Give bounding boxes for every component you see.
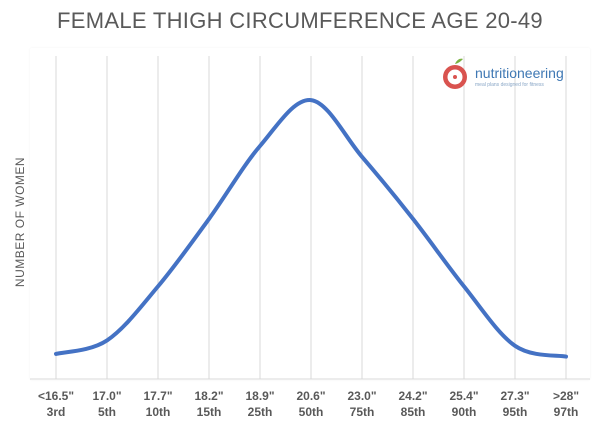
tick-percentile: 85th [400,405,426,419]
tick-percentile: 10th [145,405,171,419]
x-tick-label: 27.3" 95th [490,388,540,420]
apple-logo-icon [443,58,467,89]
tick-measurement: 23.0" [347,389,377,403]
x-tick-label: <16.5" 3rd [31,388,81,420]
x-tick-label: 17.7" 10th [133,388,183,420]
x-tick-label: 24.2" 85th [388,388,438,420]
tick-percentile: 97th [553,405,579,419]
tick-measurement: 18.2" [194,389,224,403]
brand-tagline: meal plans designed for fitness [475,82,544,88]
tick-percentile: 95th [502,405,528,419]
x-tick-label: 18.2" 15th [184,388,234,420]
tick-measurement: 27.3" [500,389,530,403]
tick-percentile: 50th [298,405,324,419]
tick-percentile: 5th [98,405,116,419]
tick-measurement: 18.9" [245,389,275,403]
tick-measurement: 17.0" [92,389,122,403]
grid-lines [55,56,567,379]
x-tick-label: 23.0" 75th [337,388,387,420]
distribution-curve [54,98,568,359]
tick-measurement: 24.2" [398,389,428,403]
brand-name: nutritioneering [475,65,564,81]
x-tick-label: 25.4" 90th [439,388,489,420]
x-tick-label: 20.6" 50th [286,388,336,420]
x-tick-label: 17.0" 5th [82,388,132,420]
tick-percentile: 3rd [46,405,66,419]
x-tick-label: >28" 97th [541,388,591,420]
chart-title: FEMALE THIGH CIRCUMFERENCE AGE 20-49 [57,8,543,33]
tick-measurement: 25.4" [449,389,479,403]
tick-measurement: >28" [552,389,580,403]
tick-percentile: 75th [349,405,375,419]
tick-measurement: 17.7" [143,389,173,403]
tick-percentile: 90th [451,405,477,419]
tick-percentile: 15th [196,405,222,419]
tick-measurement: <16.5" [37,389,75,403]
brand-logo: nutritioneering meal plans designed for … [441,58,591,94]
tick-measurement: 20.6" [296,389,326,403]
tick-percentile: 25th [247,405,273,419]
x-tick-label: 18.9" 25th [235,388,285,420]
